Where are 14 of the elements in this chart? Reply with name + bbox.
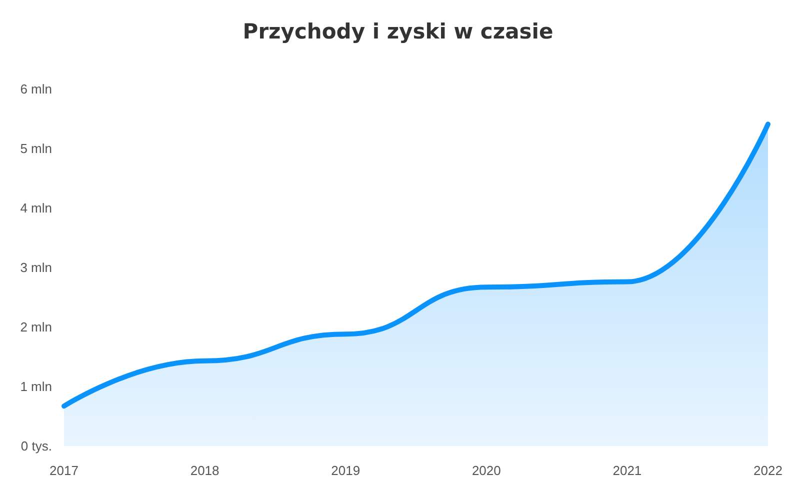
y-tick-label: 1 mln	[20, 379, 52, 394]
x-tick-label: 2019	[331, 463, 360, 478]
x-tick-label: 2018	[190, 463, 220, 478]
y-tick-label: 2 mln	[20, 320, 52, 334]
x-tick-label: 2022	[754, 463, 782, 478]
x-tick-label: 2017	[50, 463, 78, 478]
x-tick-label: 2020	[472, 463, 501, 478]
chart-title: Przychody i zyski w czasie	[242, 20, 554, 44]
x-tick-label: 2021	[612, 463, 642, 478]
y-tick-label: 3 mln	[20, 260, 52, 275]
y-tick-label: 6 mln	[20, 82, 52, 96]
y-tick-label: 4 mln	[20, 200, 52, 216]
y-tick-label: 0 tys.	[20, 438, 52, 454]
y-tick-label: 5 mln	[20, 141, 52, 156]
